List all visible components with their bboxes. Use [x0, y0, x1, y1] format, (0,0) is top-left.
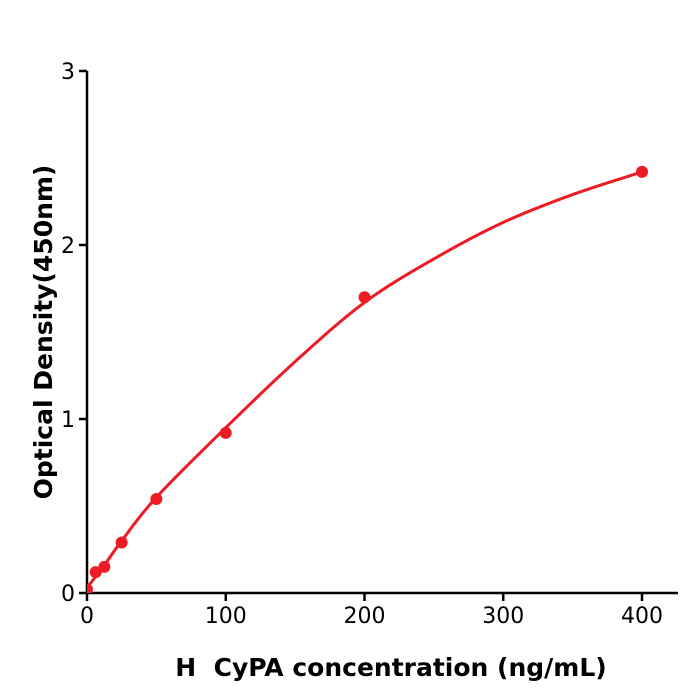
data-points-group — [87, 165, 648, 593]
data-point — [98, 560, 111, 573]
data-point — [636, 165, 648, 178]
data-point — [150, 493, 163, 506]
fit-curve-path — [87, 170, 644, 590]
x-tick-label: 300 — [482, 604, 524, 629]
x-axis-label: H CyPA concentration (ng/mL) — [175, 653, 606, 682]
y-tick-label: 3 — [61, 60, 75, 85]
x-tick-label: 400 — [621, 604, 663, 629]
y-tick-label: 1 — [61, 408, 75, 433]
y-tick-label: 2 — [61, 234, 75, 259]
y-axis-label: Optical Density(450nm) — [29, 165, 58, 500]
x-tick-label: 100 — [205, 604, 247, 629]
data-point — [89, 566, 102, 579]
data-point — [115, 536, 128, 549]
axis-spines — [85, 71, 678, 595]
data-point — [358, 291, 371, 304]
x-tick-label: 0 — [80, 604, 94, 629]
data-point — [219, 426, 232, 439]
data-point — [87, 583, 93, 593]
y-tick-label: 0 — [61, 582, 75, 607]
plot-area: 0 1 2 3 0 100 200 300 400 — [61, 60, 678, 629]
x-tick-label: 200 — [344, 604, 386, 629]
